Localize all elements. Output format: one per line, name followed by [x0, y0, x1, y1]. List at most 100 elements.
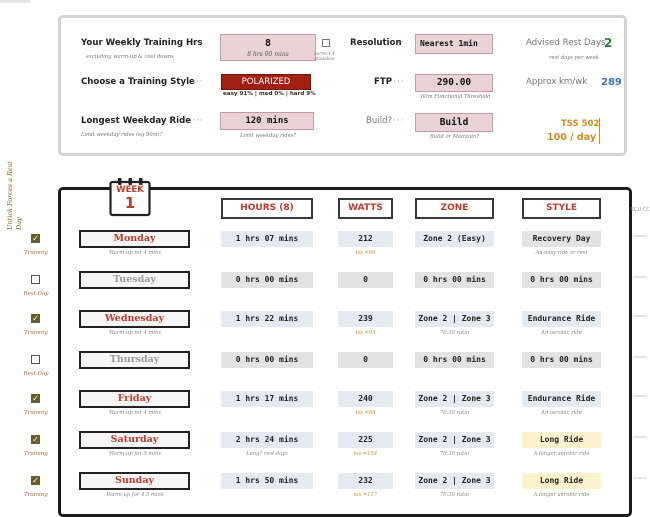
right-edge-fragment [633, 436, 647, 438]
day-style: Long Ride [522, 473, 601, 489]
day-style: 0 hrs 00 mins [522, 352, 601, 368]
correct-mistakes-checkbox[interactable] [322, 39, 330, 47]
approx-value: 289 [601, 77, 622, 88]
rest-day-checkbox[interactable]: ✓ [31, 394, 40, 403]
day-zone: Zone 2 | Zone 3 [415, 432, 494, 448]
day-tss: tss =88 [355, 410, 376, 416]
weekly-hours-input[interactable]: 8 8 hrs 00 mins [220, 34, 316, 61]
day-watts: 225 [338, 432, 393, 448]
correct-line2: mistakes [314, 57, 335, 62]
correct-mistakes-label: correct 4 mistakes [314, 52, 335, 62]
day-hours: 1 hrs 22 mins [221, 311, 313, 327]
day-watts: 0 [338, 352, 393, 368]
advised-rest-value: 2 [604, 36, 613, 50]
day-hours: 2 hrs 24 mins [221, 432, 313, 448]
right-edge-fragment [633, 477, 647, 479]
build-label: Build? [366, 116, 393, 126]
day-status-tag: Training [24, 492, 48, 498]
header-style: STYLE [522, 198, 601, 219]
style-label: Choose a Training Style [81, 77, 195, 87]
rest-day-checkbox[interactable]: ✓ [31, 476, 40, 485]
ftp-sub: 60m Functional Threshold [421, 94, 491, 100]
day-watts: 212 [338, 231, 393, 247]
day-zone: Zone 2 | Zone 3 [415, 473, 494, 489]
day-hours: 1 hrs 17 mins [221, 391, 313, 407]
header-zone: ZONE [415, 198, 494, 219]
day-name: Thursday [79, 351, 190, 369]
right-edge-text: SCU CC [631, 207, 650, 213]
day-style: Endurance Ride [522, 311, 601, 327]
day-style-note: An easy ride or rest [535, 250, 588, 256]
day-hours: 0 hrs 00 mins [221, 352, 313, 368]
week-calendar-icon: WEEK 1 [109, 177, 151, 217]
day-watts: 239 [338, 311, 393, 327]
day-style-note: A longer aerobic ride [533, 451, 590, 457]
top-edge-remnant [0, 0, 30, 3]
week-label: WEEK [116, 185, 144, 195]
advised-rest-sub: rest days per week [549, 55, 599, 61]
dots: ··· [192, 116, 204, 126]
weekly-hours-value: 8 [264, 38, 272, 49]
day-style-note: An aerobic ride [541, 410, 582, 416]
day-style: 0 hrs 00 mins [522, 272, 601, 288]
day-zone-note: 70:30 ratio [439, 451, 470, 457]
rest-day-checkbox[interactable] [31, 355, 40, 364]
day-warmup-note: Warm-up for 4 mins [108, 410, 162, 416]
approx-label: Approx km/wk [526, 77, 588, 87]
right-edge-fragment [633, 395, 647, 397]
day-hours: 1 hrs 50 mins [221, 473, 313, 489]
longest-ride-value-sub: Limit weekday rides? [240, 133, 297, 139]
day-watts: 240 [338, 391, 393, 407]
day-status-tag: Rest Day [23, 371, 49, 377]
day-status-tag: Training [24, 250, 48, 256]
day-status-tag: Training [24, 330, 48, 336]
day-zone: Zone 2 (Easy) [415, 231, 494, 247]
style-select[interactable]: POLARIZED [221, 74, 311, 90]
right-edge-fragment [633, 315, 647, 317]
right-edge-fragment [633, 356, 647, 358]
build-select[interactable]: Build [415, 113, 493, 132]
day-tss: tss =60 [355, 250, 376, 256]
day-zone-note: 70:30 ratio [439, 492, 470, 498]
dots: ··· [192, 38, 204, 48]
week-number: 1 [124, 194, 136, 212]
day-zone: Zone 2 | Zone 3 [415, 391, 494, 407]
correct-line1: correct 4 [314, 52, 335, 57]
day-hours-note: Long? rest days [246, 451, 288, 457]
header-watts: WATTS [338, 198, 393, 219]
dots: ··· [393, 77, 405, 87]
resolution-select[interactable]: Nearest 1min [415, 34, 493, 54]
resolution-label: Resolution [350, 38, 402, 48]
advised-rest-label: Advised Rest Days [526, 38, 606, 48]
day-style-note: A longer aerobic ride [533, 492, 590, 498]
tss-divider [599, 118, 600, 144]
style-split: easy 91% | med 0% | hard 9% [223, 91, 316, 97]
rest-day-checkbox[interactable]: ✓ [31, 435, 40, 444]
day-status-tag: Training [24, 451, 48, 457]
rest-day-checkbox[interactable]: ✓ [31, 314, 40, 323]
day-name: Tuesday [79, 271, 190, 289]
weekly-hours-sub: excluding warm-up & cool downs [86, 54, 174, 60]
day-watts: 232 [338, 473, 393, 489]
day-name: Sunday [79, 472, 190, 490]
tss-per-day: 100 / day [547, 132, 597, 143]
day-style: Long Ride [522, 432, 601, 448]
right-edge-fragment [633, 276, 647, 278]
rest-day-checkbox[interactable]: ✓ [31, 234, 40, 243]
day-zone: 0 hrs 00 mins [415, 272, 494, 288]
day-style: Recovery Day [522, 231, 601, 247]
weekly-hours-value-sub: 8 hrs 00 mins [247, 51, 289, 58]
rest-day-checkbox[interactable] [31, 275, 40, 284]
day-warmup-note: Warm-up for 4 mins [108, 330, 162, 336]
day-style-note: An aerobic ride [541, 330, 582, 336]
day-status-tag: Training [24, 410, 48, 416]
day-warmup-note: Warm-up for 5 mins [108, 451, 162, 457]
day-name: Wednesday [79, 310, 190, 328]
longest-ride-input[interactable]: 120 mins [220, 112, 314, 130]
dots: ··· [393, 116, 405, 126]
day-name: Saturday [79, 431, 190, 449]
right-edge-fragment [633, 235, 647, 237]
ftp-input[interactable]: 290.00 [415, 74, 493, 92]
header-hours: HOURS (8) [221, 198, 313, 219]
day-style: Endurance Ride [522, 391, 601, 407]
